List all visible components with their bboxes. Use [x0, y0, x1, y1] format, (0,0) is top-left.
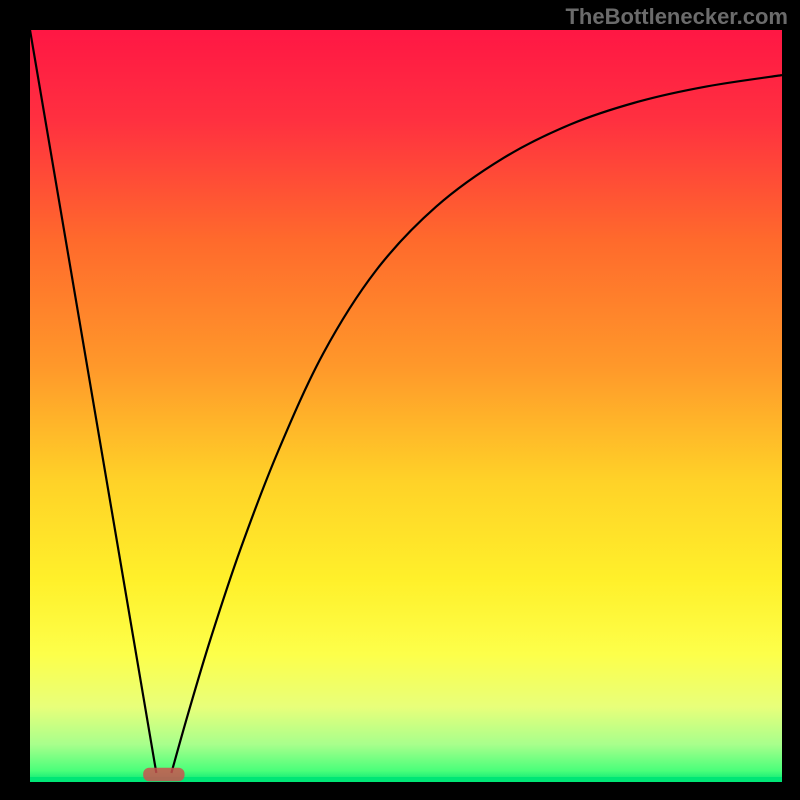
green-baseline — [30, 777, 782, 782]
chart-container: TheBottlenecker.com — [0, 0, 800, 800]
optimal-point-marker — [143, 768, 184, 782]
gradient-background — [30, 30, 782, 782]
bottleneck-chart — [0, 0, 800, 800]
watermark-text: TheBottlenecker.com — [565, 4, 788, 30]
